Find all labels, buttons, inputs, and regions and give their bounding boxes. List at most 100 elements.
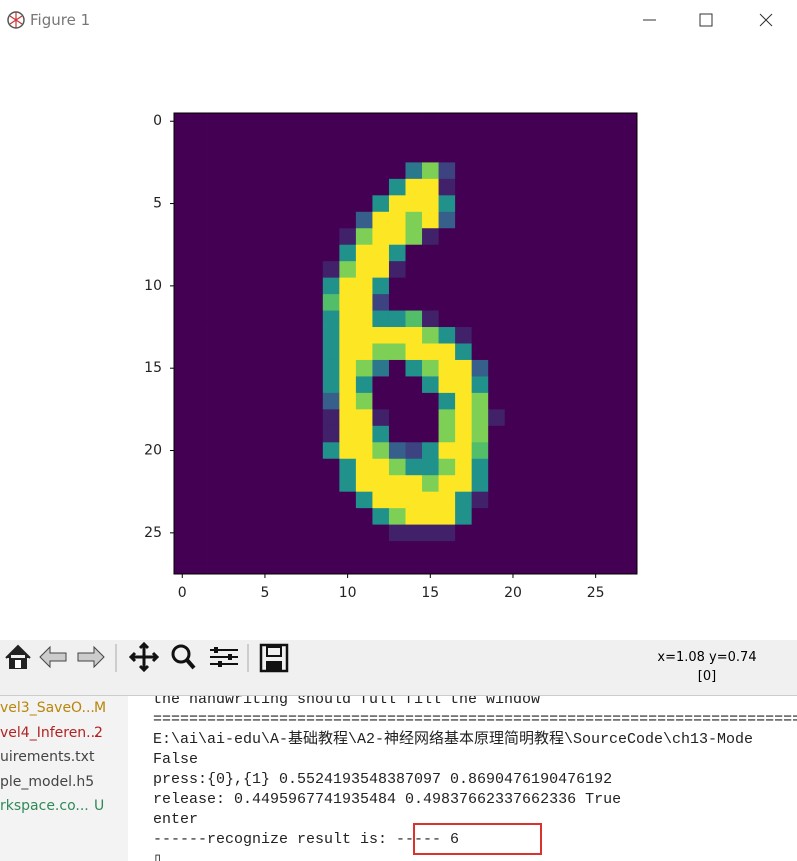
- pixel-cell: [322, 557, 340, 575]
- pixel-cell: [620, 195, 638, 213]
- pixel-cell: [521, 359, 539, 377]
- pixel-cell: [570, 211, 588, 229]
- pixel-cell: [339, 491, 357, 509]
- pixel-cell: [289, 294, 307, 311]
- pixel-cell: [306, 228, 324, 246]
- pixel-cell: [223, 244, 241, 262]
- pixel-cell: [504, 359, 522, 377]
- pixel-cell: [207, 277, 225, 295]
- pixel-cell: [554, 162, 572, 180]
- pixel-cell: [174, 442, 191, 460]
- pixel-cell: [620, 145, 638, 163]
- pixel-cell: [471, 359, 489, 377]
- pixel-cell: [537, 211, 555, 229]
- pixel-cell: [273, 178, 291, 196]
- pixel-cell: [537, 442, 555, 460]
- pixel-cell: [587, 244, 605, 262]
- pixel-cell: [587, 524, 605, 542]
- pixel-cell: [620, 392, 638, 410]
- pixel-cell: [355, 458, 373, 476]
- configure-button[interactable]: [210, 647, 238, 667]
- forward-button[interactable]: [77, 645, 105, 669]
- pixel-cell: [289, 491, 307, 509]
- pixel-cell: [587, 277, 605, 295]
- pixel-cell: [289, 145, 307, 163]
- close[interactable]: [759, 13, 773, 27]
- chart: 0 5 10 15 20 25 0 5 10 15 20 25: [144, 112, 638, 601]
- pixel-cell: [223, 310, 241, 328]
- pixel-cell: [587, 541, 605, 558]
- pixel-cell: [620, 244, 638, 262]
- pixel-cell: [388, 458, 406, 476]
- pixel-cell: [240, 557, 258, 575]
- maximize[interactable]: [699, 13, 713, 27]
- pixel-cell: [372, 491, 390, 509]
- y-tick-label: 5: [153, 196, 162, 212]
- pixel-cell: [455, 178, 473, 196]
- pixel-cell: [537, 178, 555, 196]
- pixel-cell: [273, 508, 291, 526]
- pixel-cell: [223, 392, 241, 410]
- pixel-cell: [471, 310, 489, 328]
- save-button[interactable]: [259, 643, 289, 673]
- pixel-cell: [488, 508, 506, 526]
- pixel-cell: [521, 310, 539, 328]
- pixel-cell: [620, 458, 638, 476]
- pixel-cell: [603, 162, 621, 180]
- pixel-cell: [620, 475, 638, 493]
- pixel-cell: [570, 557, 588, 575]
- pixel-cell: [174, 228, 191, 246]
- pixel-cell: [504, 557, 522, 575]
- pixel-cell: [306, 491, 324, 509]
- pixel-cell: [603, 458, 621, 476]
- file-name: uirements.txt: [0, 749, 95, 765]
- x-tick-label: 0: [178, 585, 187, 601]
- pixel-cell: [471, 327, 489, 344]
- pixel-cell: [504, 178, 522, 196]
- pixel-cell: [273, 195, 291, 213]
- pixel-cell: [504, 129, 522, 147]
- pixel-cell: [190, 145, 208, 163]
- pixel-cell: [537, 228, 555, 246]
- pixel-cell: [537, 129, 555, 147]
- pixel-cell: [471, 541, 489, 558]
- pixel-cell: [620, 491, 638, 509]
- pixel-cell: [620, 409, 638, 427]
- pixel-cell: [256, 310, 274, 328]
- pixel-cell: [174, 162, 191, 180]
- pixel-cell: [471, 277, 489, 295]
- pixel-cell: [289, 244, 307, 262]
- back-button[interactable]: [39, 645, 67, 669]
- pixel-cell: [190, 475, 208, 493]
- pixel-cell: [207, 178, 225, 196]
- pixel-cell: [471, 475, 489, 493]
- pixel-cell: [240, 359, 258, 377]
- pixel-cell: [405, 409, 423, 427]
- pixel-cell: [554, 113, 572, 130]
- pixel-cell: [190, 327, 208, 344]
- pixel-cell: [388, 327, 406, 344]
- pixel-cell: [422, 524, 439, 542]
- pixel-cell: [537, 557, 555, 575]
- zoom-button[interactable]: [171, 644, 196, 670]
- pixel-cell: [372, 376, 390, 394]
- pan-button[interactable]: [128, 641, 160, 673]
- pixel-cell: [471, 178, 489, 196]
- pixel-cell: [273, 113, 291, 130]
- pixel-cell: [256, 211, 274, 229]
- pixel-cell: [603, 294, 621, 311]
- pixel-cell: [372, 541, 390, 558]
- pixel-cell: [240, 491, 258, 509]
- pixel-cell: [488, 310, 506, 328]
- pixel-cell: [537, 409, 555, 427]
- pixel-cell: [240, 425, 258, 443]
- cursor-coordinates: x=1.08 y=0.74: [657, 650, 757, 665]
- pixel-cell: [570, 425, 588, 443]
- home-button[interactable]: [5, 644, 31, 669]
- pixel-cell: [521, 228, 539, 246]
- pixel-cell: [405, 475, 423, 493]
- pixel-cell: [422, 244, 439, 262]
- pixel-cell: [372, 211, 390, 229]
- console-line: enter: [153, 811, 199, 828]
- pixel-cell: [570, 162, 588, 180]
